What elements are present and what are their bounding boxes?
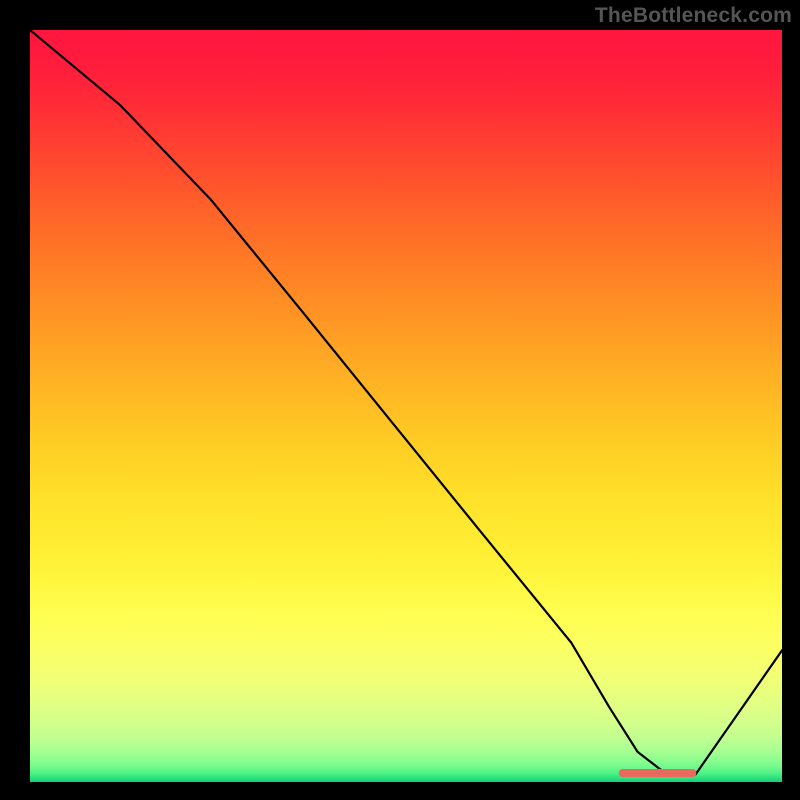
chart-container: TheBottleneck.com (0, 0, 800, 800)
marker-bar (619, 769, 696, 777)
plot-svg (30, 30, 782, 782)
plot-area (30, 30, 782, 782)
gradient-background (30, 30, 782, 782)
watermark-text: TheBottleneck.com (595, 4, 792, 28)
